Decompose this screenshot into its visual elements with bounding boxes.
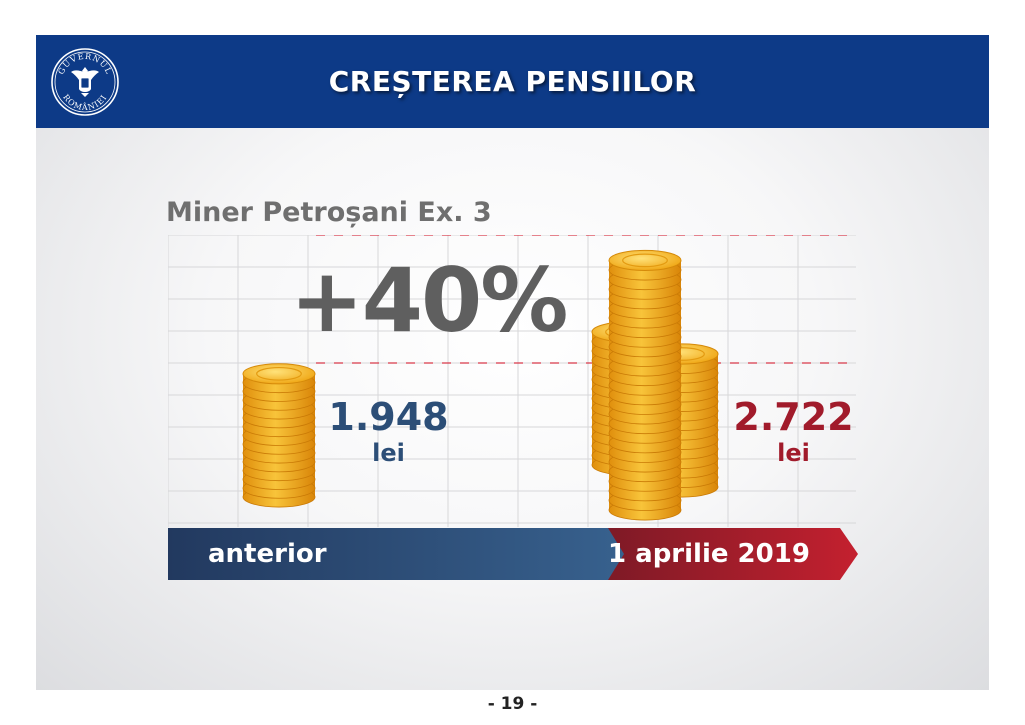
timeline-before-label: anterior bbox=[208, 539, 327, 569]
value-after-unit: lei bbox=[777, 439, 810, 467]
page-title: CREȘTEREA PENSIILOR bbox=[328, 65, 697, 98]
timeline-bar bbox=[168, 528, 858, 580]
value-before-unit: lei bbox=[372, 439, 405, 467]
value-before: 1.948 lei bbox=[321, 395, 456, 467]
coin-stacks bbox=[242, 249, 719, 521]
page-number: - 19 - bbox=[487, 694, 538, 714]
increase-percent: +40% bbox=[290, 249, 568, 352]
case-title: Miner Petroșani Ex. 3 bbox=[166, 197, 492, 228]
government-seal-icon: GUVERNUL ROMÂNIEI bbox=[51, 48, 119, 116]
header-bar: GUVERNUL ROMÂNIEI CREȘTEREA PENSIILOR bbox=[36, 35, 989, 128]
coin-stack-after-main bbox=[608, 249, 682, 521]
value-after: 2.722 lei bbox=[726, 395, 861, 467]
timeline-after-label: 1 aprilie 2019 bbox=[608, 539, 810, 569]
timeline-after-segment bbox=[608, 528, 858, 580]
slide: GUVERNUL ROMÂNIEI CREȘTEREA PENSIILOR Mi… bbox=[36, 35, 989, 690]
coin-stack-before bbox=[242, 363, 316, 508]
timeline-before-segment bbox=[168, 528, 636, 580]
value-before-amount: 1.948 bbox=[328, 395, 449, 439]
value-after-amount: 2.722 bbox=[733, 395, 854, 439]
